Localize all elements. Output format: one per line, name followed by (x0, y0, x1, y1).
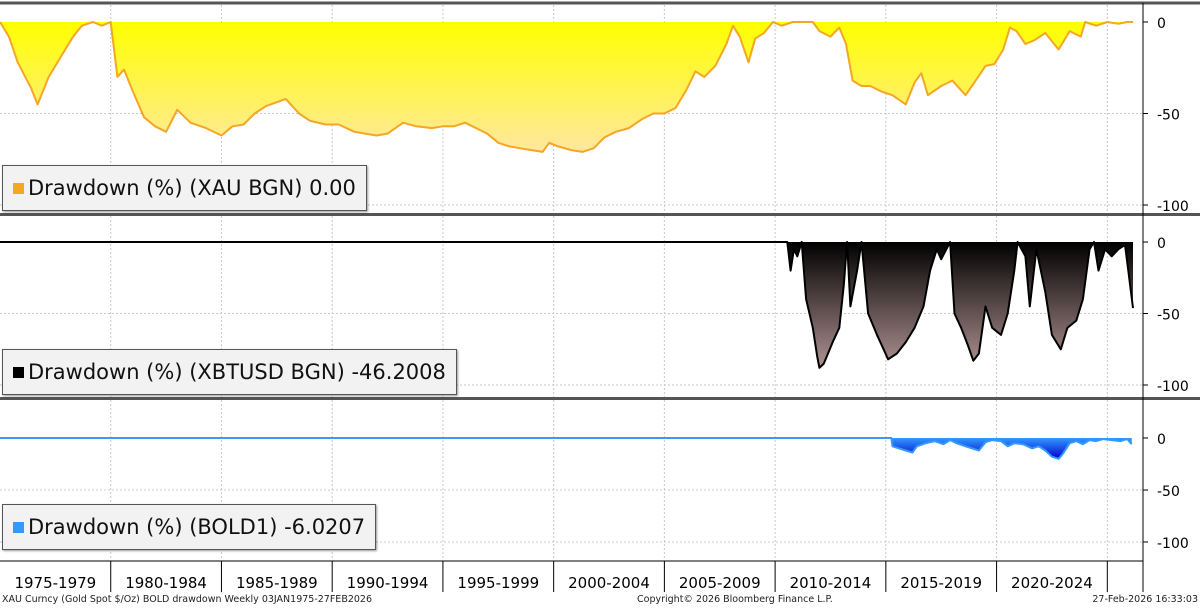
x-tick-label: 1995-1999 (457, 574, 539, 592)
footer-timestamp: 27-Feb-2026 16:33:03 (1092, 594, 1198, 605)
drawdown-areas (0, 21, 1134, 460)
legend-value-bold1: -6.0207 (284, 515, 366, 539)
legend-label-bold1: Drawdown (%) (BOLD1) (28, 515, 278, 539)
panel-frames (0, 1, 1200, 592)
x-tick-label: 2015-2019 (900, 574, 982, 592)
x-tick-label: 1980-1984 (125, 574, 207, 592)
legend-bold1: Drawdown (%) (BOLD1) -6.0207 (2, 504, 377, 550)
drawdown-area-0 (0, 22, 1133, 152)
y-tick-label: -100 (1157, 199, 1189, 215)
footer-copyright: Copyright© 2026 Bloomberg Finance L.P. (637, 594, 833, 605)
legend-xau: Drawdown (%) (XAU BGN) 0.00 (2, 165, 367, 211)
x-tick-label: 2000-2004 (568, 574, 650, 592)
x-tick-label: 2010-2014 (790, 574, 872, 592)
y-tick-label: 0 (1157, 236, 1166, 252)
x-tick-label: 1975-1979 (14, 574, 96, 592)
legend-value-xbtusd: -46.2008 (351, 360, 446, 384)
y-axis-ticks: 0 -50 -100 0 -50 -100 0 -50 -100 (1143, 16, 1189, 552)
x-tick-label: 1990-1994 (347, 574, 429, 592)
drawdown-line-0 (0, 21, 1133, 153)
drawdown-area-1 (0, 242, 1133, 368)
y-tick-label: 0 (1157, 16, 1166, 32)
y-tick-label: 0 (1157, 432, 1166, 448)
drawdown-area-2 (0, 438, 1132, 459)
y-tick-label: -100 (1157, 536, 1189, 552)
legend-label-xau: Drawdown (%) (XAU BGN) (28, 176, 303, 200)
x-tick-label: 1985-1989 (236, 574, 318, 592)
drawdown-line-1 (0, 241, 1134, 369)
y-tick-label: -50 (1157, 108, 1180, 124)
y-tick-label: -50 (1157, 308, 1180, 324)
y-tick-label: -100 (1157, 379, 1189, 395)
legend-value-xau: 0.00 (309, 176, 356, 200)
legend-label-xbtusd: Drawdown (%) (XBTUSD BGN) (28, 360, 345, 384)
footer-source: XAU Curncy (Gold Spot $/Oz) BOLD drawdow… (2, 594, 373, 605)
grid-lines (0, 5, 1143, 560)
legend-swatch-xau (13, 182, 24, 194)
drawdown-line-2 (0, 437, 1133, 460)
legend-xbtusd: Drawdown (%) (XBTUSD BGN) -46.2008 (2, 349, 457, 395)
x-tick-label: 2020-2024 (1011, 574, 1093, 592)
x-axis-ticks: 1975-1979 1980-1984 1985-1989 1990-1994 1995… (14, 561, 1108, 592)
legend-swatch-xbtusd (13, 366, 24, 378)
y-tick-label: -50 (1157, 484, 1180, 500)
legend-swatch-bold1 (13, 521, 24, 533)
x-tick-label: 2005-2009 (679, 574, 761, 592)
